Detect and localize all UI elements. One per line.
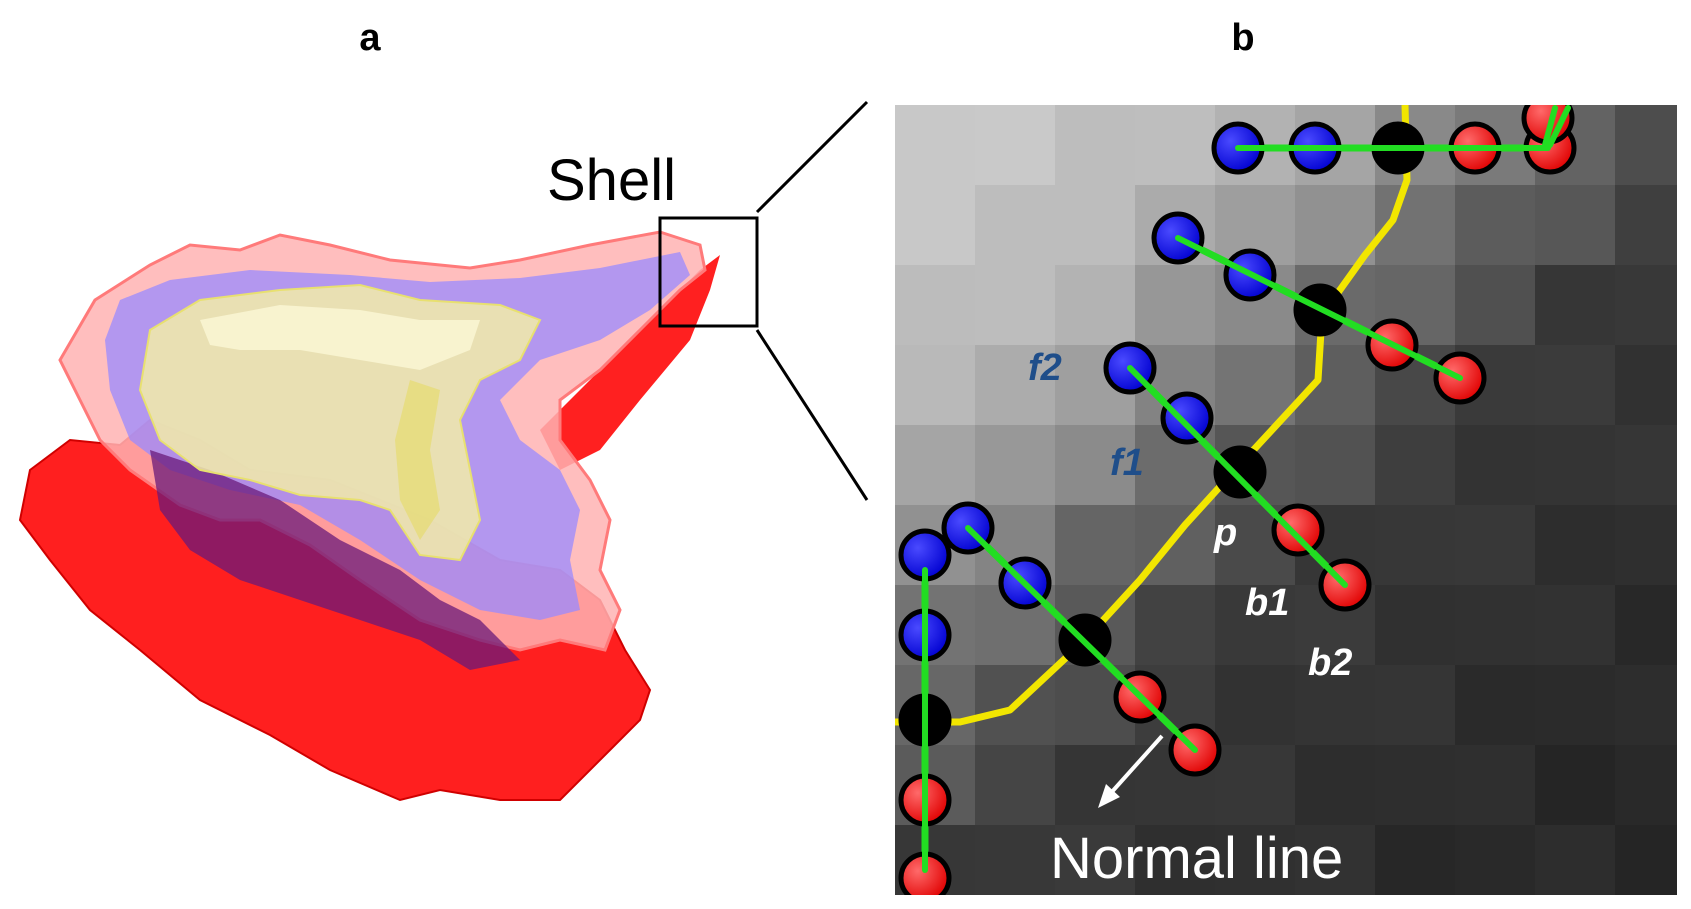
voxel-cell [895, 265, 975, 345]
voxel-cell [895, 105, 975, 185]
normal-line-label: Normal line [1050, 826, 1343, 891]
voxel-cell [1455, 185, 1535, 265]
label-f2: f2 [1028, 347, 1062, 389]
background-point [1271, 503, 1325, 557]
voxel-cell [1055, 745, 1135, 825]
magnified-voxel-view: f2 f1 p b1 b2 Normal line [895, 105, 1677, 895]
voxel-cell [1615, 505, 1677, 585]
voxel-cell [1375, 505, 1455, 585]
voxel-cell [1215, 665, 1295, 745]
label-p: p [1213, 512, 1237, 554]
voxel-cell [975, 425, 1055, 505]
normal-line-arrow [1108, 734, 1164, 796]
voxel-cell [1295, 825, 1375, 895]
voxel-cell [1215, 745, 1295, 825]
tumor-3d-rendering [18, 230, 720, 802]
voxel-cell [975, 105, 1055, 185]
voxel-cell [1055, 505, 1135, 585]
voxel-cell [1535, 265, 1615, 345]
voxel-cell [1615, 585, 1677, 665]
shell-label: Shell [547, 148, 676, 213]
zoom-line-bottom [755, 329, 869, 501]
voxel-cell [1135, 265, 1215, 345]
voxel-cell [1215, 825, 1295, 895]
voxel-cell [1455, 745, 1535, 825]
panel-a-label: a [359, 17, 381, 59]
voxel-cell [975, 825, 1055, 895]
voxel-cell [1295, 345, 1375, 425]
voxel-cell [1375, 585, 1455, 665]
voxel-cell [1055, 105, 1135, 185]
voxel-cell [1535, 185, 1615, 265]
voxel-cell [1615, 425, 1677, 505]
voxel-cell [895, 185, 975, 265]
label-f1: f1 [1110, 442, 1144, 484]
normal-line-overlay [965, 525, 1198, 753]
normal-line-arrowhead [1098, 784, 1120, 808]
voxel-cell [1295, 665, 1375, 745]
voxel-cell [1615, 825, 1677, 895]
voxel-cell [975, 345, 1055, 425]
voxel-cell [1055, 265, 1135, 345]
zoom-box [658, 216, 759, 328]
voxel-cell [1375, 425, 1455, 505]
inner-cavity [150, 450, 520, 670]
voxel-cell [1615, 185, 1677, 265]
voxel-cell [975, 265, 1055, 345]
voxel-cell [1055, 825, 1135, 895]
label-b1: b1 [1245, 582, 1289, 624]
voxel-cell [1055, 185, 1135, 265]
voxel-cell [1535, 345, 1615, 425]
voxel-cell [1535, 425, 1615, 505]
normal-line-overlay [1175, 235, 1463, 381]
voxel-cell [1295, 425, 1375, 505]
voxel-cell [1455, 265, 1535, 345]
voxel-cell [1215, 345, 1295, 425]
voxel-cell [1215, 585, 1295, 665]
voxel-cell [1535, 585, 1615, 665]
voxel-cell [1135, 105, 1215, 185]
panel-b-label: b [1231, 17, 1254, 59]
voxel-cell [1375, 825, 1455, 895]
voxel-cell [1535, 745, 1615, 825]
normal-line-overlay [1127, 365, 1348, 588]
voxel-cell [1295, 185, 1375, 265]
label-b2: b2 [1308, 642, 1352, 684]
voxel-cell [1615, 665, 1677, 745]
voxel-cell [1055, 425, 1135, 505]
normal-line-overlay [1547, 105, 1571, 148]
voxel-cell [1455, 665, 1535, 745]
zoom-line-top [755, 100, 869, 214]
voxel-cell [1455, 425, 1535, 505]
voxel-cell [1615, 265, 1677, 345]
voxel-cell [1615, 345, 1677, 425]
shell-right-side [540, 255, 720, 470]
voxel-cell [1615, 105, 1677, 185]
boundary-point [1213, 445, 1267, 499]
voxel-cell [1535, 665, 1615, 745]
voxel-cell [895, 345, 975, 425]
voxel-cell [895, 425, 975, 505]
voxel-cell [1135, 825, 1215, 895]
voxel-cell [1455, 505, 1535, 585]
sample-points [898, 105, 1577, 895]
normal-line-overlay [1542, 105, 1558, 148]
voxel-cell [1375, 745, 1455, 825]
voxel-cell [1295, 745, 1375, 825]
voxel-cell [1535, 505, 1615, 585]
foreground-point [1160, 391, 1214, 445]
voxel-cell [1455, 585, 1535, 665]
core-fold [395, 380, 440, 540]
voxel-cell [1455, 825, 1535, 895]
voxel-cell [1615, 745, 1677, 825]
voxel-cell [1375, 665, 1455, 745]
voxel-cell [1135, 585, 1215, 665]
voxel-cell [1535, 825, 1615, 895]
voxel-cell [975, 745, 1055, 825]
voxel-cell [975, 185, 1055, 265]
core-highlight [200, 305, 480, 370]
